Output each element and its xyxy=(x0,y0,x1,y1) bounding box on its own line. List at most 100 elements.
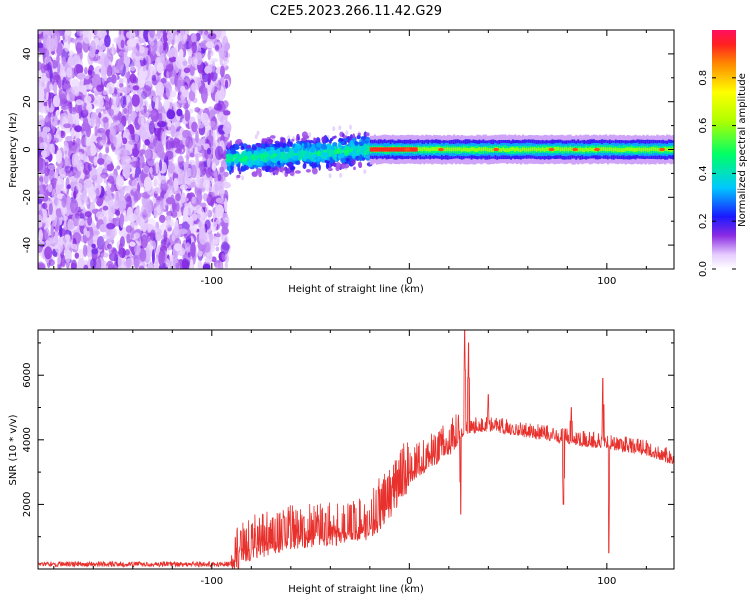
band-cell xyxy=(229,154,232,157)
band-cell xyxy=(229,160,232,163)
noise-cell xyxy=(216,198,224,204)
x-tick-label: -100 xyxy=(200,576,223,587)
noise-cell xyxy=(199,86,204,94)
noise-cell xyxy=(45,115,52,128)
noise-cell xyxy=(130,66,136,72)
noise-cell xyxy=(98,60,103,65)
band-cell xyxy=(232,150,236,153)
noise-cell xyxy=(98,52,101,56)
band-cell xyxy=(327,157,330,161)
noise-cell xyxy=(71,260,77,273)
noise-cell xyxy=(135,132,139,142)
noise-cell xyxy=(117,123,124,132)
noise-cell xyxy=(93,57,99,61)
colorbar-gradient xyxy=(712,30,736,269)
noise-cell xyxy=(166,197,175,204)
noise-cell xyxy=(213,236,216,240)
noise-cell xyxy=(218,174,222,181)
band-cell xyxy=(295,170,301,174)
band-cell xyxy=(256,143,262,147)
noise-cell xyxy=(195,130,199,143)
noise-cell xyxy=(109,205,115,216)
colorbar: 0.00.20.40.60.8 Normalized spectral ampl… xyxy=(698,30,748,277)
noise-cell xyxy=(132,47,137,54)
noise-cell xyxy=(221,241,230,254)
noise-cell xyxy=(44,228,49,240)
noise-cell xyxy=(147,218,156,228)
noise-cell xyxy=(191,56,198,66)
band-cell xyxy=(236,164,240,167)
noise-cell xyxy=(134,245,141,254)
noise-cell xyxy=(91,113,97,120)
noise-cell xyxy=(94,180,98,189)
noise-cell xyxy=(84,180,92,188)
noise-cell xyxy=(142,209,147,220)
noise-cell xyxy=(152,249,155,264)
noise-cell xyxy=(91,244,96,248)
band-cell xyxy=(317,156,320,162)
noise-cell xyxy=(184,67,191,73)
noise-cell xyxy=(36,87,45,102)
noise-cell xyxy=(95,126,98,137)
noise-cell xyxy=(223,121,231,134)
band-cell xyxy=(312,168,318,175)
noise-cell xyxy=(77,73,86,80)
band-cell xyxy=(233,154,238,159)
noise-cell xyxy=(166,109,175,119)
noise-cell xyxy=(163,29,167,44)
colorbar-tick-label: 0.4 xyxy=(698,165,709,181)
noise-cell xyxy=(53,95,60,107)
noise-cell xyxy=(68,56,74,67)
noise-cell xyxy=(77,26,83,36)
noise-cell xyxy=(257,131,260,136)
noise-cell xyxy=(65,136,72,141)
noise-cell xyxy=(72,154,76,167)
band-cell xyxy=(271,158,276,161)
noise-cell xyxy=(52,212,57,226)
noise-cell xyxy=(363,169,366,174)
band-cell xyxy=(245,155,248,160)
noise-cell xyxy=(76,183,82,191)
noise-cell xyxy=(75,99,82,105)
noise-cell xyxy=(98,96,104,110)
noise-cell xyxy=(169,185,174,191)
noise-cell xyxy=(191,197,195,204)
noise-cell xyxy=(83,117,89,132)
noise-cell xyxy=(125,193,131,202)
noise-cell xyxy=(106,82,115,94)
noise-cell xyxy=(97,236,105,250)
noise-cell xyxy=(220,117,224,122)
band-cell xyxy=(301,138,305,142)
noise-cell xyxy=(102,117,108,123)
colorbar-tick-label: 0.2 xyxy=(698,213,709,229)
band-cell xyxy=(316,142,322,147)
band-cell xyxy=(313,159,316,163)
noise-cell xyxy=(48,184,53,193)
noise-cell xyxy=(53,82,57,93)
band-cell xyxy=(293,155,299,159)
noise-cell xyxy=(122,138,127,145)
noise-cell xyxy=(219,167,224,173)
noise-cell xyxy=(162,237,170,248)
noise-cell xyxy=(176,109,182,117)
noise-cell xyxy=(45,167,50,176)
noise-cell xyxy=(188,40,191,49)
noise-cell xyxy=(108,264,113,272)
noise-cell xyxy=(41,63,46,74)
noise-cell xyxy=(117,133,122,145)
noise-cell xyxy=(225,80,228,89)
noise-cell xyxy=(123,77,127,83)
noise-cell xyxy=(154,187,162,194)
noise-cell xyxy=(157,63,164,74)
noise-cell xyxy=(53,138,59,144)
noise-cell xyxy=(339,173,342,178)
noise-cell xyxy=(197,208,204,221)
noise-cell xyxy=(149,110,157,117)
noise-cell xyxy=(168,122,172,127)
noise-cell xyxy=(84,67,88,74)
noise-cell xyxy=(123,87,131,94)
noise-cell xyxy=(157,25,161,39)
noise-cell xyxy=(83,244,87,257)
band-cell xyxy=(332,142,337,146)
